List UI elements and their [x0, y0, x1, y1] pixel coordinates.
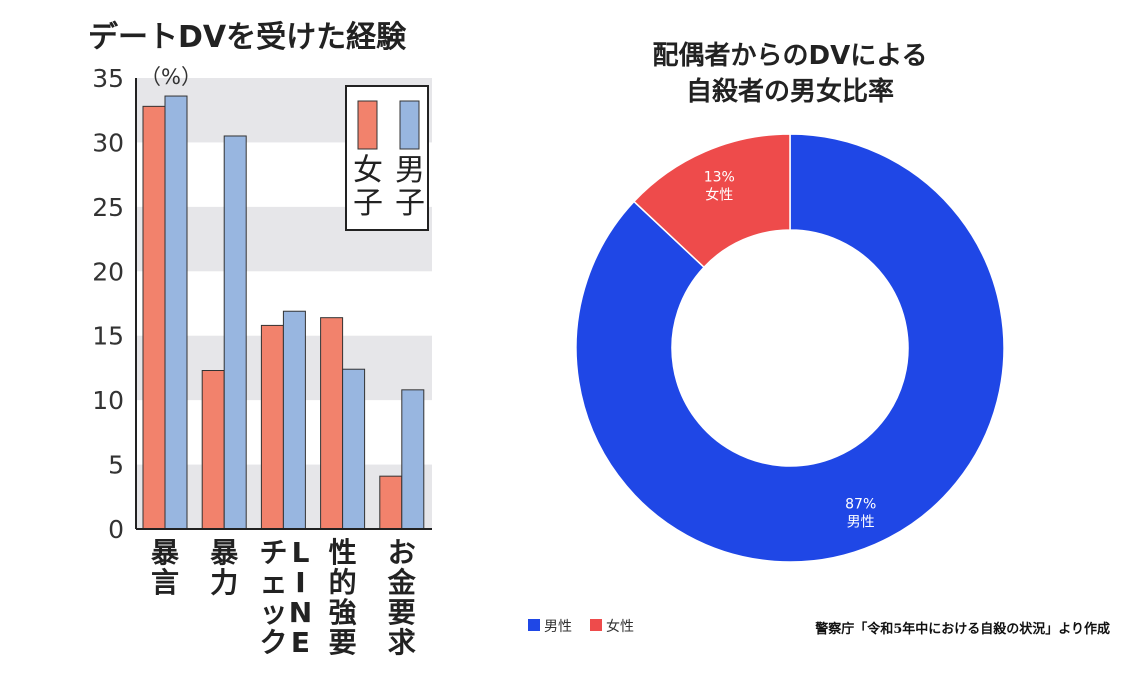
- y-tick-label: 35: [92, 64, 124, 93]
- legend-swatch-male: [528, 619, 540, 631]
- y-tick-label: 10: [92, 386, 124, 415]
- category-label-char: ッ: [259, 596, 287, 629]
- legend-label: 男性: [544, 619, 572, 635]
- category-label-char: ク: [259, 626, 287, 659]
- category-label-char: 暴: [210, 536, 239, 569]
- bar-female: [201, 370, 225, 530]
- y-axis-unit: （%）: [140, 65, 202, 89]
- legend-label-char: 男: [395, 153, 425, 188]
- legend-label-char: 女: [353, 153, 383, 188]
- donut-title-line-1: 配偶者からのDVによる: [653, 41, 928, 71]
- category-label-char: 求: [388, 626, 416, 659]
- bar-female: [142, 105, 166, 530]
- category-label-char: 性: [329, 536, 357, 569]
- bar-male: [342, 368, 366, 530]
- bar-chart-title: デートDVを受けた経験: [88, 20, 407, 55]
- category-label-char: 暴: [151, 536, 180, 569]
- legend-label-char: 子: [353, 186, 383, 221]
- source-note: 警察庁「令和5年中における自殺の状況」より作成: [815, 621, 1110, 637]
- category-label-char: チ: [259, 536, 287, 569]
- donut-title-line-2: 自殺者の男女比率: [686, 76, 894, 107]
- bar-female: [320, 317, 344, 530]
- slice-name-label: 男性: [847, 514, 875, 530]
- bar-male: [223, 135, 247, 530]
- bar-female: [260, 324, 284, 530]
- bar-male: [401, 389, 425, 530]
- category-label-char: 要: [388, 596, 416, 629]
- legend-label-char: 子: [395, 186, 425, 221]
- y-tick-label: 0: [108, 515, 124, 544]
- y-tick-label: 20: [92, 257, 124, 286]
- category-label-char: 言: [151, 566, 179, 599]
- bar-male: [282, 310, 306, 530]
- category-label-char: I: [295, 566, 305, 599]
- donut-slice-female: [632, 133, 791, 269]
- y-tick-label: 25: [92, 193, 124, 222]
- donut-slice-male: [575, 133, 1005, 563]
- legend-swatch-male: [399, 100, 420, 150]
- slice-name-label: 女性: [705, 187, 733, 204]
- category-label-char: 金: [387, 566, 417, 599]
- category-label-char: E: [291, 626, 310, 659]
- y-tick-label: 15: [92, 322, 124, 351]
- category-label-char: 要: [329, 626, 357, 659]
- legend-swatch-female: [590, 619, 602, 631]
- legend-label: 女性: [606, 618, 634, 635]
- category-label-char: 力: [210, 566, 238, 599]
- y-axis-ticks: 0 5 10 15 20 25 30 35: [92, 64, 124, 544]
- slice-percent-label: 87%: [845, 496, 876, 512]
- category-label-char: N: [289, 596, 312, 629]
- donut-slice-labels: 87% 男性 13%女性: [704, 170, 877, 531]
- category-label-char: ェ: [259, 566, 287, 599]
- category-label-char: 的: [329, 566, 357, 599]
- slice-percent-label: 13%: [704, 170, 735, 186]
- y-tick-label: 30: [92, 128, 124, 157]
- donut-slices: [575, 133, 1005, 563]
- legend-swatch-female: [357, 100, 378, 150]
- category-label-char: お: [388, 536, 416, 569]
- bar-male: [164, 95, 188, 530]
- donut-legend: 男性 女性: [528, 618, 634, 635]
- category-label-char: 強: [329, 596, 357, 629]
- donut-inner-ring: [672, 230, 908, 466]
- y-tick-label: 5: [108, 451, 124, 480]
- bar-series: [142, 95, 425, 530]
- category-label-char: L: [292, 536, 310, 569]
- bar-female: [379, 475, 403, 530]
